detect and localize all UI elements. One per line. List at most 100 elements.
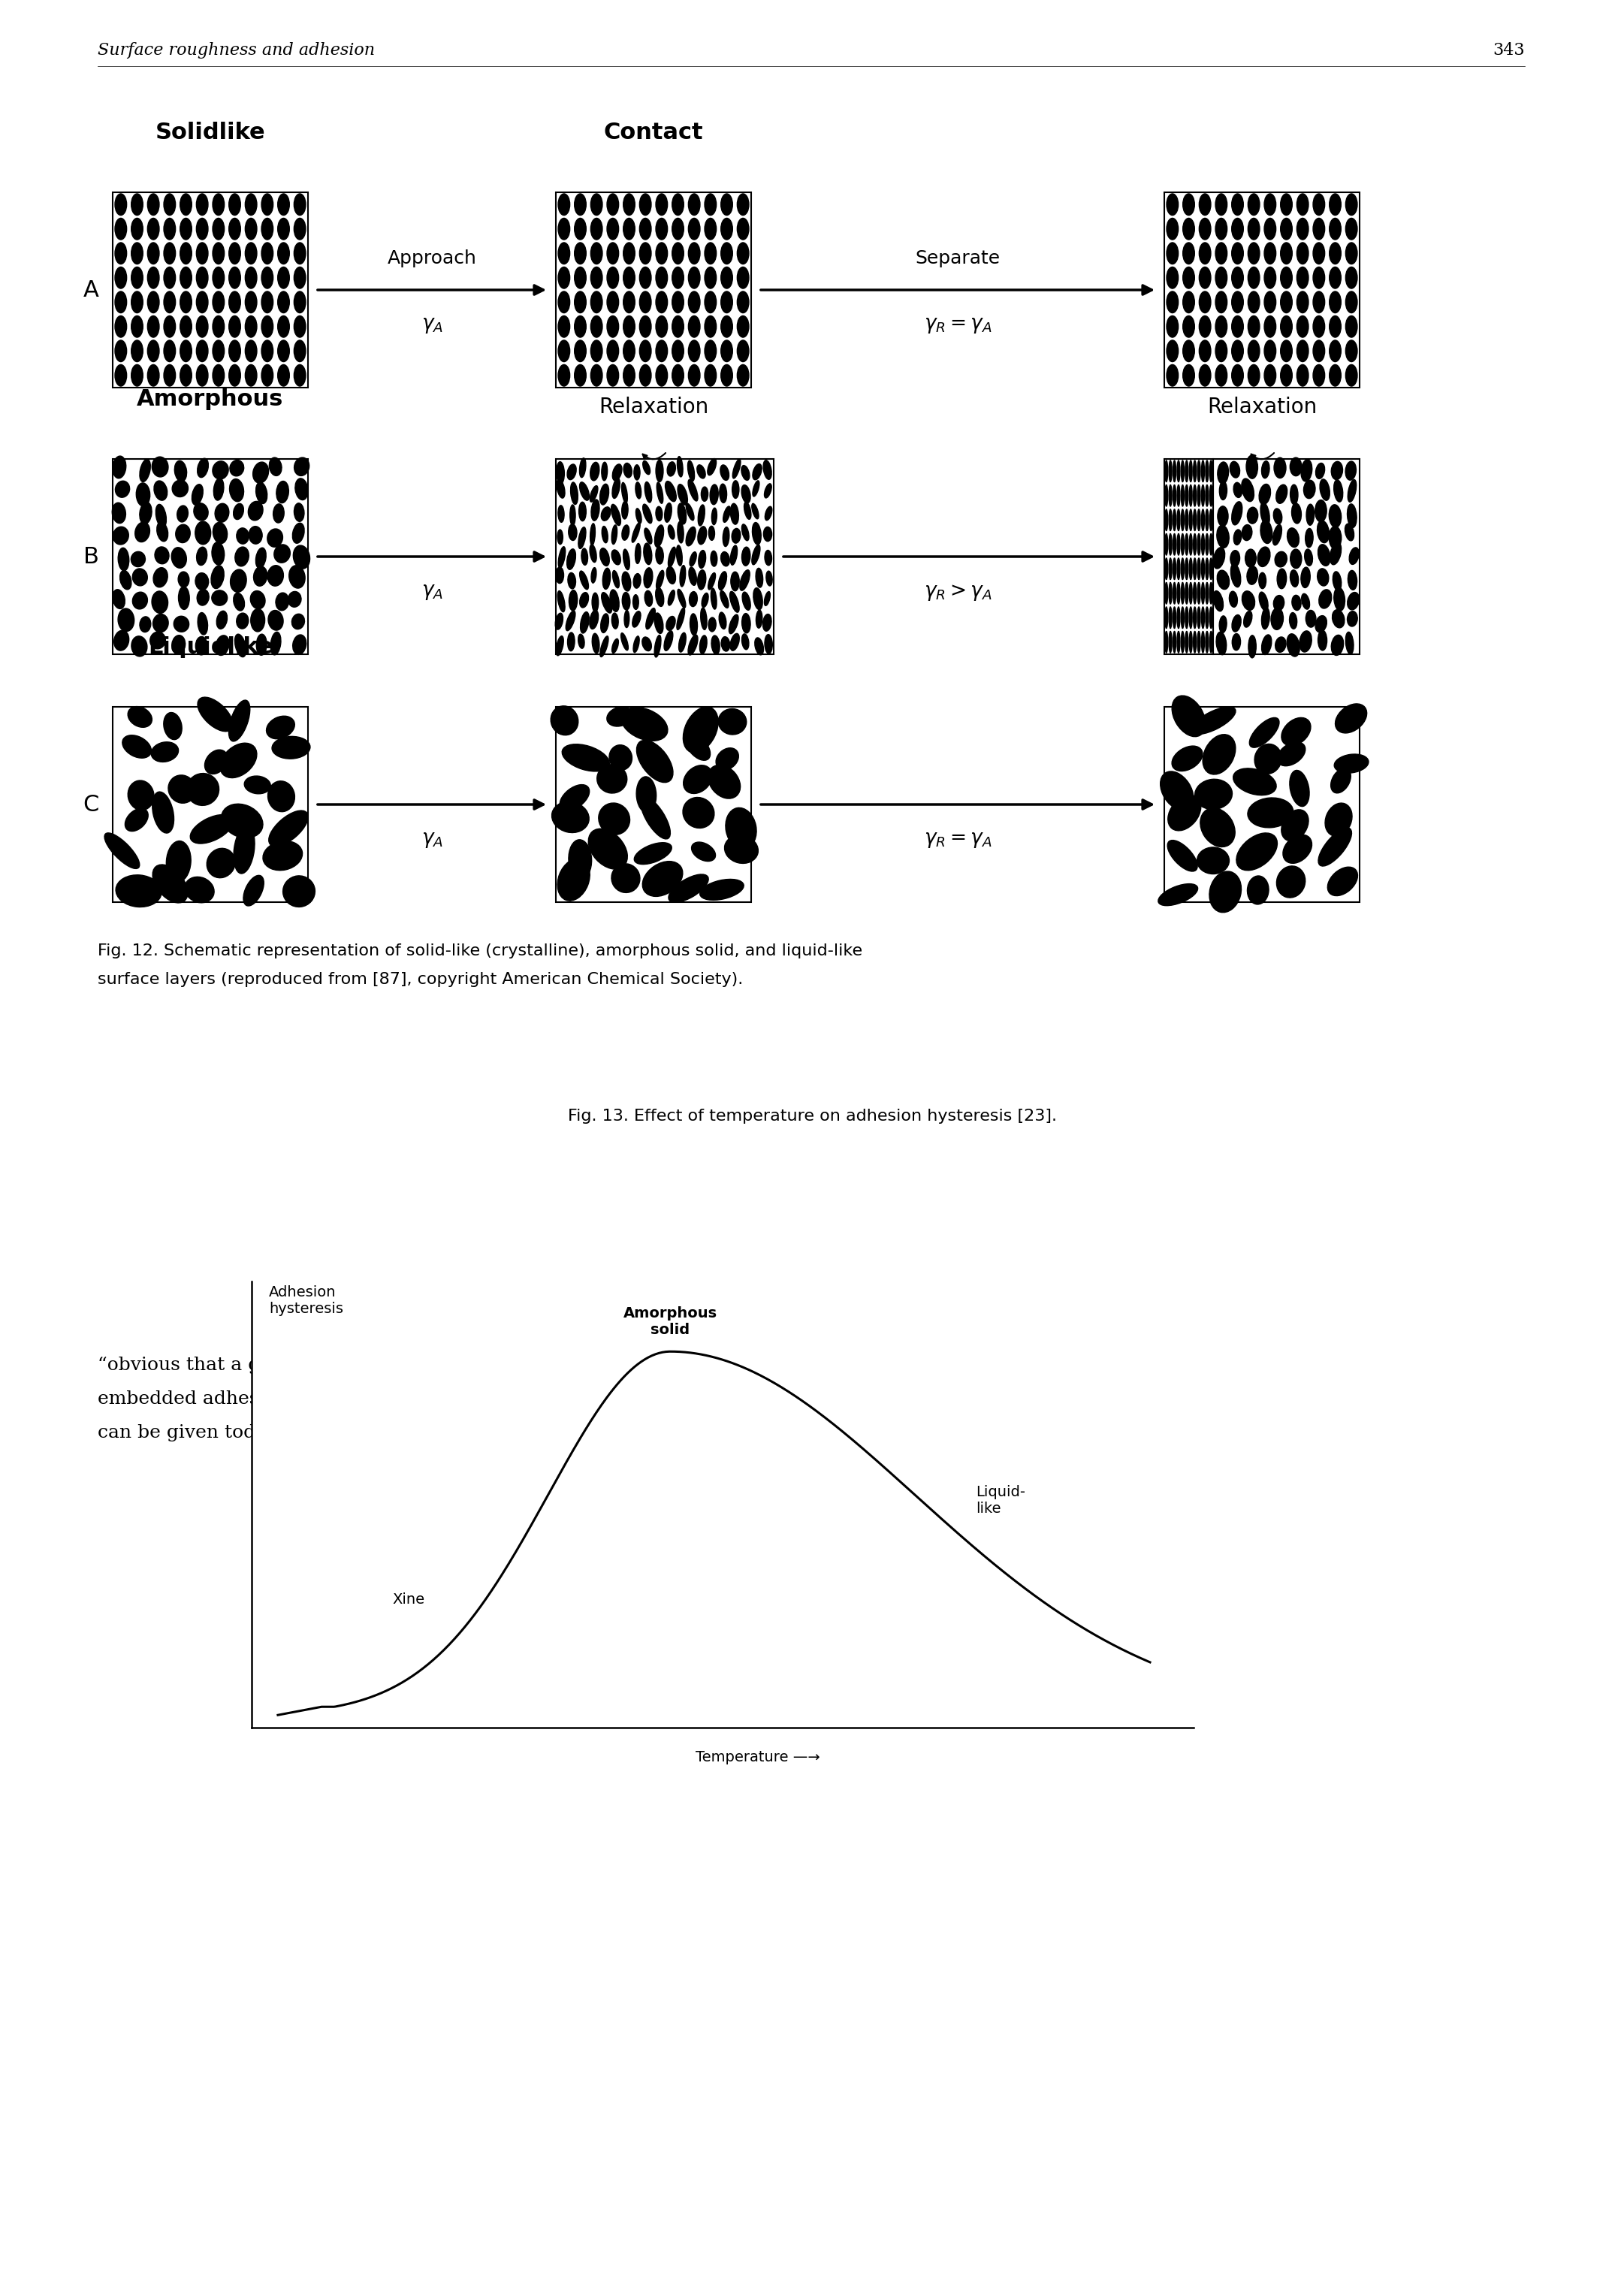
Ellipse shape bbox=[721, 551, 729, 565]
Ellipse shape bbox=[1314, 316, 1325, 336]
Ellipse shape bbox=[1314, 341, 1325, 362]
Ellipse shape bbox=[580, 572, 588, 590]
Ellipse shape bbox=[682, 796, 715, 828]
Ellipse shape bbox=[726, 808, 757, 849]
Ellipse shape bbox=[591, 364, 603, 387]
Ellipse shape bbox=[164, 217, 175, 240]
Ellipse shape bbox=[149, 631, 166, 650]
Ellipse shape bbox=[689, 268, 700, 288]
Ellipse shape bbox=[737, 341, 749, 362]
Ellipse shape bbox=[570, 483, 578, 503]
Ellipse shape bbox=[206, 849, 235, 879]
Ellipse shape bbox=[640, 194, 651, 215]
Ellipse shape bbox=[1298, 217, 1309, 240]
Ellipse shape bbox=[656, 316, 667, 336]
Ellipse shape bbox=[1247, 243, 1260, 263]
Ellipse shape bbox=[1234, 529, 1241, 545]
Ellipse shape bbox=[562, 744, 609, 771]
Ellipse shape bbox=[211, 590, 227, 606]
Ellipse shape bbox=[1166, 217, 1179, 240]
Ellipse shape bbox=[1215, 341, 1228, 362]
Ellipse shape bbox=[1260, 503, 1270, 526]
Ellipse shape bbox=[737, 364, 749, 387]
Ellipse shape bbox=[1234, 483, 1242, 496]
Ellipse shape bbox=[700, 879, 744, 899]
Ellipse shape bbox=[656, 268, 667, 288]
Ellipse shape bbox=[551, 707, 578, 734]
Ellipse shape bbox=[624, 364, 635, 387]
Ellipse shape bbox=[1205, 460, 1208, 483]
Ellipse shape bbox=[180, 217, 192, 240]
Text: Solidlike: Solidlike bbox=[156, 121, 265, 144]
Ellipse shape bbox=[708, 764, 741, 799]
Ellipse shape bbox=[122, 734, 151, 757]
Ellipse shape bbox=[1333, 572, 1341, 590]
Ellipse shape bbox=[213, 316, 224, 336]
Ellipse shape bbox=[624, 194, 635, 215]
Ellipse shape bbox=[1181, 533, 1184, 556]
Ellipse shape bbox=[622, 593, 630, 611]
Ellipse shape bbox=[1263, 243, 1276, 263]
Ellipse shape bbox=[643, 542, 651, 565]
Ellipse shape bbox=[640, 796, 671, 840]
Ellipse shape bbox=[611, 590, 619, 611]
Ellipse shape bbox=[1317, 567, 1328, 586]
Ellipse shape bbox=[154, 480, 167, 501]
Ellipse shape bbox=[1215, 364, 1228, 387]
Ellipse shape bbox=[721, 268, 732, 288]
Ellipse shape bbox=[599, 636, 609, 657]
Ellipse shape bbox=[132, 217, 143, 240]
Ellipse shape bbox=[624, 462, 632, 478]
Ellipse shape bbox=[1263, 316, 1276, 336]
Ellipse shape bbox=[1181, 583, 1184, 604]
Ellipse shape bbox=[278, 291, 289, 313]
Ellipse shape bbox=[174, 460, 187, 480]
Text: can be given today of the effect of surface roughness on adhesion? We can return: can be given today of the effect of surf… bbox=[97, 1423, 877, 1441]
Ellipse shape bbox=[1189, 583, 1192, 604]
Ellipse shape bbox=[1314, 291, 1325, 313]
Ellipse shape bbox=[1246, 549, 1255, 567]
Ellipse shape bbox=[294, 545, 310, 570]
Ellipse shape bbox=[235, 547, 248, 565]
Ellipse shape bbox=[1298, 341, 1309, 362]
Text: $\gamma_A$: $\gamma_A$ bbox=[421, 583, 443, 602]
Ellipse shape bbox=[689, 217, 700, 240]
Ellipse shape bbox=[1164, 460, 1168, 483]
Ellipse shape bbox=[765, 483, 771, 499]
Ellipse shape bbox=[268, 611, 283, 629]
Ellipse shape bbox=[244, 776, 271, 794]
Ellipse shape bbox=[1259, 485, 1270, 506]
Ellipse shape bbox=[640, 217, 651, 240]
Ellipse shape bbox=[148, 364, 159, 387]
Ellipse shape bbox=[1319, 590, 1332, 609]
Ellipse shape bbox=[115, 480, 130, 496]
Ellipse shape bbox=[1242, 524, 1252, 540]
Ellipse shape bbox=[645, 483, 651, 503]
Ellipse shape bbox=[197, 341, 208, 362]
Ellipse shape bbox=[672, 194, 684, 215]
Ellipse shape bbox=[721, 194, 732, 215]
Ellipse shape bbox=[575, 341, 586, 362]
Ellipse shape bbox=[656, 570, 664, 590]
Ellipse shape bbox=[1173, 606, 1176, 629]
Ellipse shape bbox=[276, 593, 289, 611]
Ellipse shape bbox=[1173, 485, 1176, 506]
Ellipse shape bbox=[1346, 316, 1358, 336]
Ellipse shape bbox=[148, 194, 159, 215]
Ellipse shape bbox=[744, 501, 750, 519]
Ellipse shape bbox=[640, 291, 651, 313]
Ellipse shape bbox=[672, 243, 684, 263]
Ellipse shape bbox=[1205, 631, 1208, 652]
Ellipse shape bbox=[591, 217, 603, 240]
Ellipse shape bbox=[672, 316, 684, 336]
Ellipse shape bbox=[1169, 460, 1173, 483]
Ellipse shape bbox=[119, 609, 135, 631]
Ellipse shape bbox=[153, 865, 188, 904]
Ellipse shape bbox=[180, 291, 192, 313]
Ellipse shape bbox=[294, 458, 309, 476]
Ellipse shape bbox=[205, 750, 227, 773]
Ellipse shape bbox=[197, 243, 208, 263]
Ellipse shape bbox=[1319, 828, 1351, 867]
Text: Relaxation: Relaxation bbox=[1207, 396, 1317, 419]
Ellipse shape bbox=[698, 506, 705, 526]
